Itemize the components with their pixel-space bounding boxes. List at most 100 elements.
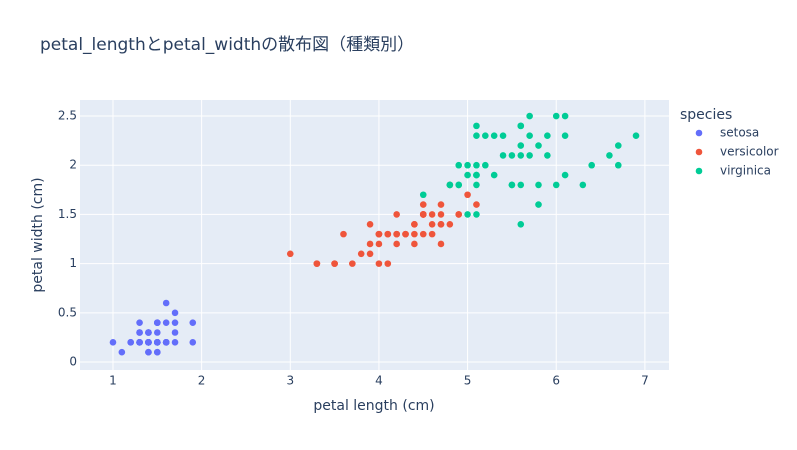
x-tick-label: 2 <box>198 374 206 388</box>
point <box>517 181 525 189</box>
legend-title: species <box>680 107 732 123</box>
point <box>499 132 507 140</box>
y-tick-label: 2 <box>69 158 77 172</box>
point <box>375 230 383 238</box>
point <box>402 230 409 238</box>
point <box>614 161 622 169</box>
point <box>162 299 170 307</box>
x-axis-title: petal length (cm) <box>313 398 434 414</box>
point <box>437 220 445 228</box>
point <box>375 240 383 248</box>
point <box>561 171 569 179</box>
point <box>526 152 533 159</box>
point <box>437 201 445 208</box>
point <box>473 201 480 208</box>
legend-label: virginica <box>720 164 771 178</box>
point <box>464 161 471 169</box>
point <box>517 152 525 159</box>
legend-marker <box>695 167 703 175</box>
point <box>411 230 418 238</box>
point <box>171 329 179 336</box>
point <box>473 122 480 130</box>
point <box>588 161 595 169</box>
point <box>508 181 516 189</box>
y-tick-label: 1.5 <box>58 207 77 221</box>
point <box>473 161 480 169</box>
point <box>446 220 454 228</box>
point <box>171 319 179 326</box>
point <box>109 339 117 346</box>
point <box>136 329 143 336</box>
point <box>384 230 392 238</box>
point <box>446 181 454 189</box>
point <box>171 309 179 317</box>
y-axis-title: petal width (cm) <box>30 177 46 292</box>
point <box>366 220 374 228</box>
point <box>136 319 143 326</box>
legend-marker <box>695 148 703 156</box>
y-tick-label: 2.5 <box>58 109 77 123</box>
point <box>473 181 480 189</box>
point <box>517 142 525 149</box>
point <box>437 240 445 248</box>
point <box>384 260 392 267</box>
x-tick-label: 7 <box>641 374 649 388</box>
plot-area <box>80 100 669 370</box>
y-tick-label: 0 <box>69 355 77 369</box>
y-tick-label: 0.5 <box>58 305 77 319</box>
x-tick-label: 1 <box>109 374 117 388</box>
point <box>561 112 569 120</box>
point <box>473 132 480 140</box>
point <box>561 132 569 140</box>
point <box>366 250 374 258</box>
legend-label: setosa <box>720 126 759 140</box>
point <box>517 122 525 130</box>
point <box>544 132 551 140</box>
point <box>393 240 400 248</box>
point <box>552 181 560 189</box>
point <box>464 171 471 179</box>
point <box>118 348 126 356</box>
point <box>579 181 587 189</box>
point <box>455 211 463 218</box>
x-tick-label: 3 <box>286 374 294 388</box>
point <box>473 171 480 179</box>
point <box>606 152 613 159</box>
legend-label: versicolor <box>720 145 779 159</box>
point <box>508 152 516 159</box>
point <box>473 211 480 218</box>
point <box>544 152 551 159</box>
point <box>526 132 533 140</box>
point <box>535 142 542 149</box>
point <box>154 348 161 356</box>
point <box>490 171 498 179</box>
x-tick-label: 6 <box>552 374 560 388</box>
point <box>419 211 427 218</box>
y-tick-label: 1 <box>69 256 77 270</box>
point <box>357 250 365 258</box>
point <box>614 142 622 149</box>
point <box>428 220 436 228</box>
point <box>419 201 427 208</box>
point <box>526 112 533 120</box>
point <box>517 220 525 228</box>
point <box>154 329 161 336</box>
point <box>286 250 294 258</box>
point <box>455 161 463 169</box>
point <box>145 339 152 346</box>
point <box>349 260 356 267</box>
point <box>419 191 427 199</box>
point <box>490 132 498 140</box>
point <box>428 211 436 218</box>
point <box>162 339 170 346</box>
legend-marker <box>695 129 703 137</box>
point <box>366 240 374 248</box>
point <box>411 240 418 248</box>
point <box>313 260 321 267</box>
point <box>145 329 152 336</box>
point <box>162 319 170 326</box>
point <box>455 181 463 189</box>
point <box>482 161 489 169</box>
point <box>331 260 338 267</box>
point <box>154 339 161 346</box>
